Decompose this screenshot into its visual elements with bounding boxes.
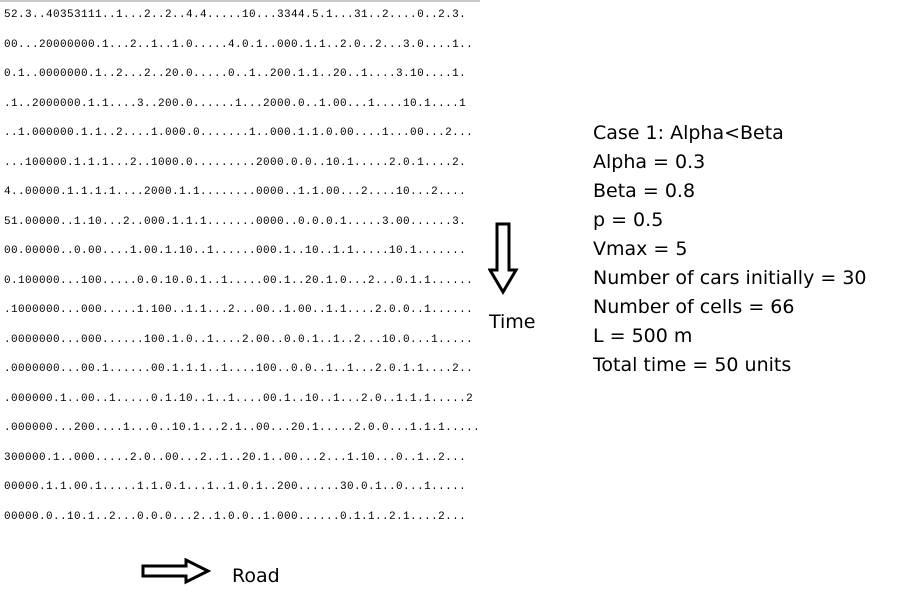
grid-line-text: 00000.0..10.1..2...0.0.0...2..1.0.0..1.0… bbox=[4, 510, 467, 523]
grid-line-text: 300000.1..000.....2.0..00...2..1..20.1..… bbox=[4, 451, 467, 464]
grid-line-text: ..1.000000.1.1..2....1.000.0.......1..00… bbox=[4, 127, 474, 139]
parameter: Beta = 0.8 bbox=[593, 180, 696, 202]
grid-line-text: 52.3..40353111..1...2..2..4.4.....10...3… bbox=[4, 9, 467, 21]
grid-line-text: 51.00000..1.10...2..000.1.1.1.......0000… bbox=[4, 215, 467, 228]
grid-line-text: .1000000...000.....1.100..1.1...2...00..… bbox=[4, 304, 474, 316]
grid-line-text: 0.100000...100.....0.0.10.0.1..1.....00.… bbox=[4, 274, 474, 287]
grid-line-text: .0000000...00.1......00.1.1.1..1....100.… bbox=[4, 363, 474, 375]
road-label: Road bbox=[232, 565, 280, 587]
grid-line-text: .000000.1..00..1.....0.1.10..1..1....00.… bbox=[4, 392, 474, 405]
parameter: p = 0.5 bbox=[593, 209, 664, 231]
grid-line-text: ...100000.1.1.1...2..1000.0.........2000… bbox=[4, 156, 467, 169]
parameter: Number of cars initially = 30 bbox=[593, 267, 867, 289]
grid-line-text: 00...20000000.1...2..1..1.0.....4.0.1..0… bbox=[4, 38, 474, 51]
grid-line-text: .1..2000000.1.1....3..200.0......1...200… bbox=[4, 97, 467, 110]
grid-line-text: .000000...200....1...0..10.1...2.1..00..… bbox=[4, 422, 481, 434]
parameter: Case 1: Alpha<Beta bbox=[593, 122, 784, 144]
parameter: Total time = 50 units bbox=[593, 354, 792, 376]
parameter: Alpha = 0.3 bbox=[593, 151, 706, 173]
parameter: L = 500 m bbox=[593, 325, 693, 347]
parameter: Number of cells = 66 bbox=[593, 296, 795, 318]
grid-line-text: .0000000...000......100.1.0..1....2.00..… bbox=[4, 333, 474, 346]
parameter: Vmax = 5 bbox=[593, 238, 688, 260]
grid-line-text: 4..00000.1.1.1.1....2000.1.1........0000… bbox=[4, 186, 467, 198]
time-arrow bbox=[488, 222, 519, 295]
grid-line-text: 00000.1.1.00.1.....1.1.0.1...1..1.0.1..2… bbox=[4, 481, 467, 493]
grid-line-text: 00.00000..0.00....1.00.1.10..1......000.… bbox=[4, 245, 467, 257]
top-border bbox=[0, 0, 480, 2]
grid-line-text: 0.1..0000000.1..2...2..20.0.....0..1..20… bbox=[4, 68, 467, 80]
time-label: Time bbox=[489, 311, 536, 333]
road-arrow bbox=[141, 558, 212, 585]
